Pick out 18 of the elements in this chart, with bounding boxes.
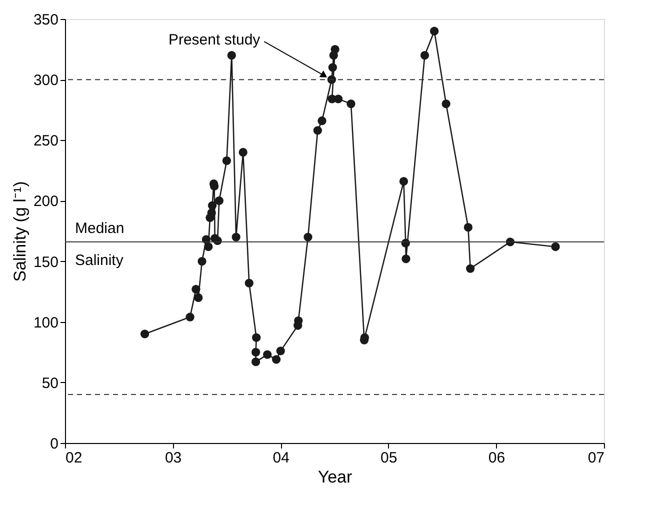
x-tick-label: 03 bbox=[164, 450, 182, 466]
y-tick-label: 300 bbox=[33, 72, 58, 90]
y-tick-label: 100 bbox=[33, 314, 58, 332]
x-tick-label: 06 bbox=[488, 450, 506, 466]
y-tick-label: 150 bbox=[33, 254, 58, 271]
x-tick-label: 02 bbox=[66, 450, 82, 466]
y-tick-label: 250 bbox=[33, 132, 58, 150]
y-tick-label: 350 bbox=[33, 12, 58, 28]
annotation: Present study bbox=[168, 32, 261, 49]
ref-line-label: Median Salinity bbox=[75, 220, 124, 269]
x-tick-label: 05 bbox=[380, 450, 398, 466]
y-tick-label: 0 bbox=[50, 436, 58, 452]
x-axis-title: Year bbox=[318, 468, 353, 486]
y-axis-title: Salinity (g l⁻¹) bbox=[10, 181, 30, 282]
x-tick-label: 07 bbox=[588, 450, 604, 466]
y-tick-label: 50 bbox=[42, 374, 58, 392]
x-tick-label: 04 bbox=[272, 450, 290, 466]
y-tick-label: 200 bbox=[33, 193, 58, 210]
